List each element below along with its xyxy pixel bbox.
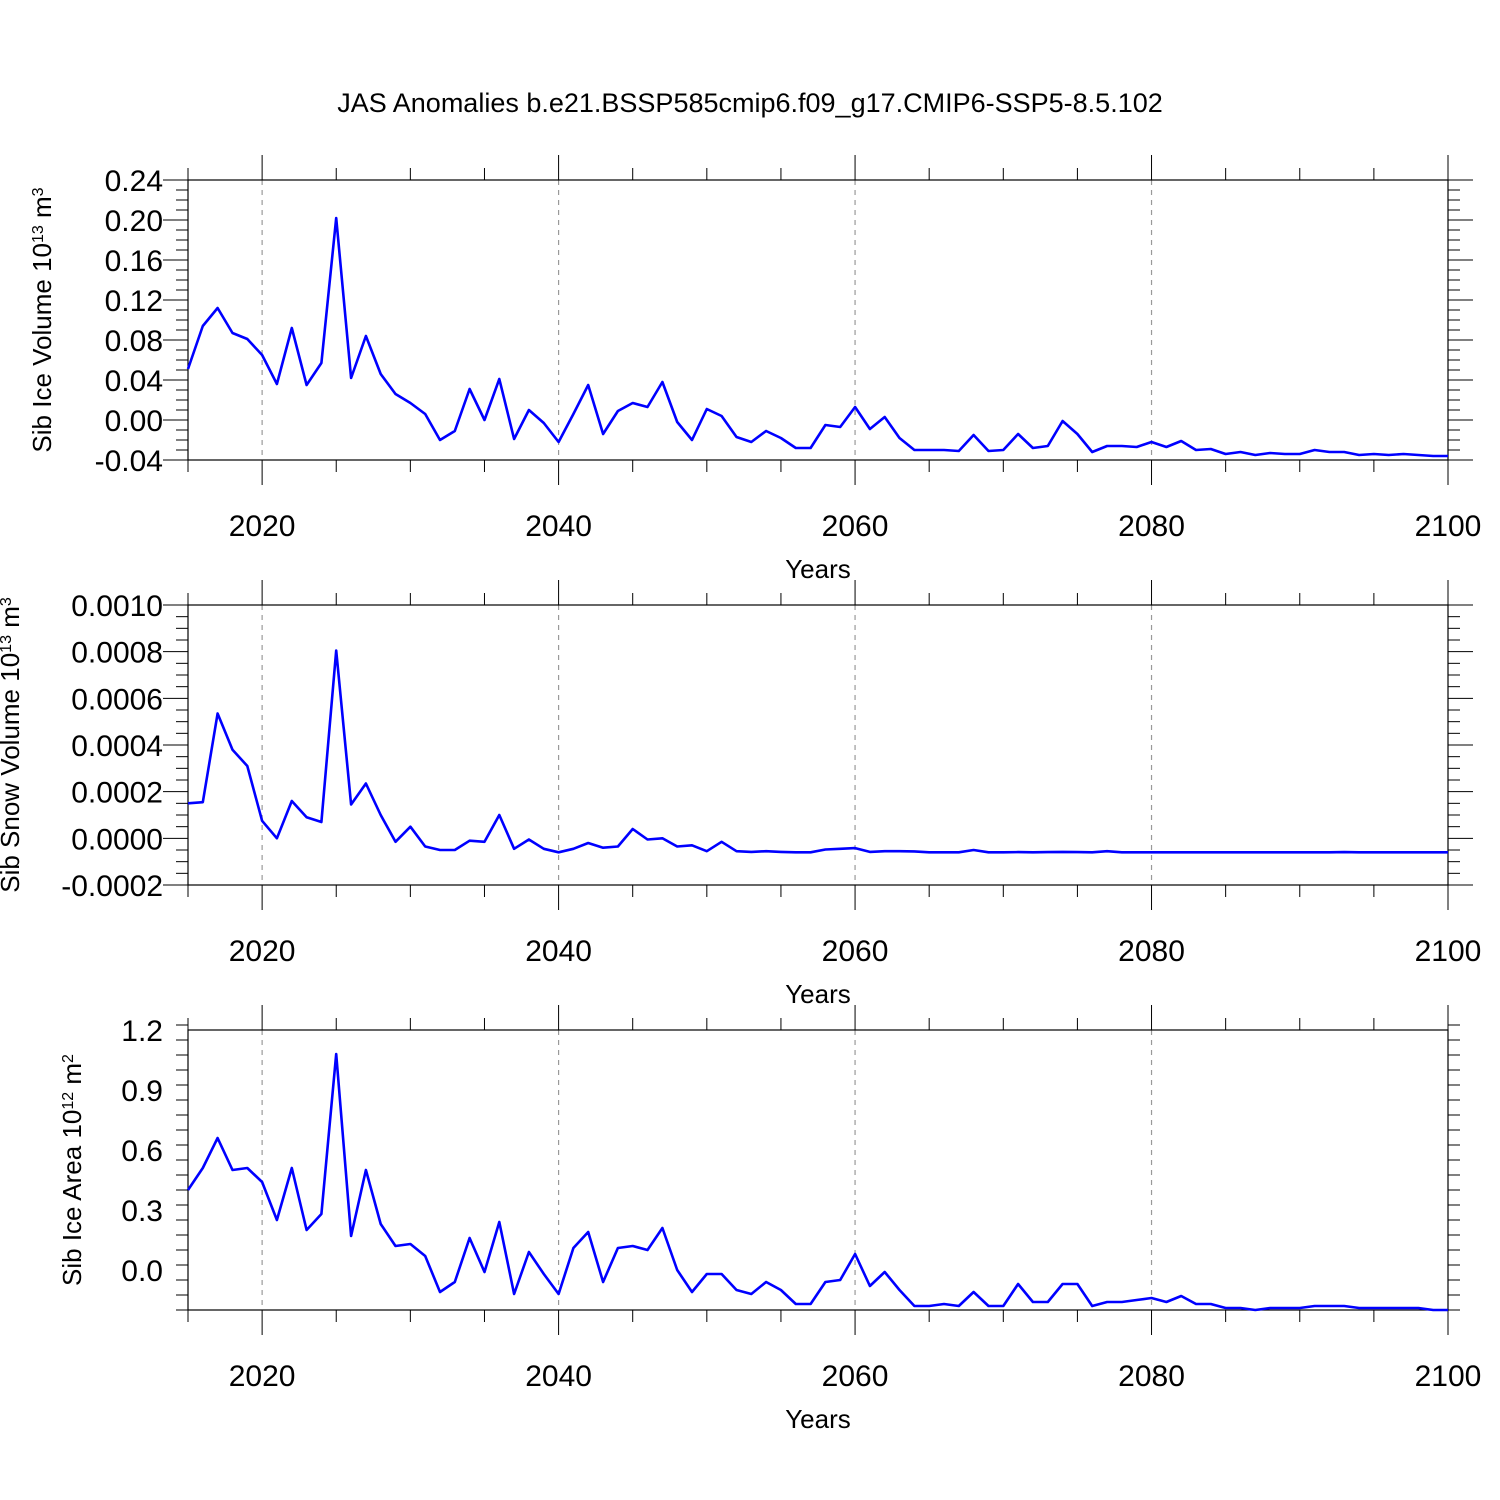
x-tick-label: 2020 — [229, 510, 296, 543]
y-tick-label: 0.16 — [105, 245, 163, 278]
y-tick-label: -0.0002 — [61, 870, 163, 903]
plot-frame — [187, 604, 1449, 886]
panel-1: 2020 2040 2060 2080 2100 Years -0.04 0.00 0.04 0.… — [27, 155, 1481, 584]
y-axis-label: Sib Ice Volume 1013 m3 — [27, 187, 57, 452]
y-axis-label: Sib Ice Area 1012 m2 — [57, 1054, 87, 1286]
y-tick-label: 0.3 — [121, 1195, 163, 1228]
chart-title: JAS Anomalies b.e21.BSSP585cmip6.f09_g17… — [337, 88, 1163, 118]
y-tick-label: 0.20 — [105, 205, 163, 238]
panel-2: 2020 2040 2060 2080 2100 Years -0.0002 0.0000 0.… — [0, 580, 1481, 1009]
y-tick-label: 0.0 — [121, 1255, 163, 1288]
series-line — [187, 649, 1448, 854]
x-tick-label: 2100 — [1415, 1360, 1482, 1393]
y-tick-label: 0.6 — [121, 1135, 163, 1168]
x-tick-label: 2080 — [1118, 510, 1185, 543]
y-tick-label: 0.0006 — [71, 683, 163, 716]
y-tick-label: 0.0002 — [71, 777, 163, 810]
y-tick-label: 0.0008 — [71, 637, 163, 670]
y-tick-label: 0.24 — [105, 165, 163, 198]
x-tick-label: 2100 — [1415, 510, 1482, 543]
y-tick-label: 0.08 — [105, 325, 163, 358]
y-tick-label: 0.0004 — [71, 730, 163, 763]
panel-3: 2020 2040 2060 2080 2100 Years 0.0 0.3 0.6 0.9 1.2… — [57, 1005, 1481, 1434]
x-tick-label: 2040 — [525, 935, 592, 968]
y-axis-label: Sib Snow Volume 1013 m3 — [0, 597, 25, 893]
y-tick-label: 0.04 — [105, 365, 163, 398]
plot-frame — [187, 1029, 1449, 1311]
x-tick-label: 2080 — [1118, 935, 1185, 968]
x-tick-label: 2060 — [822, 935, 889, 968]
x-tick-label: 2060 — [822, 510, 889, 543]
y-tick-label: 0.0010 — [71, 590, 163, 623]
x-tick-label: 2100 — [1415, 935, 1482, 968]
y-tick-label: -0.04 — [95, 445, 163, 478]
y-tick-label: 0.0000 — [71, 823, 163, 856]
x-tick-label: 2060 — [822, 1360, 889, 1393]
y-tick-label: 0.00 — [105, 405, 163, 438]
y-tick-label: 0.9 — [121, 1075, 163, 1108]
x-tick-label: 2040 — [525, 1360, 592, 1393]
x-tick-label: 2020 — [229, 1360, 296, 1393]
x-tick-label: 2040 — [525, 510, 592, 543]
plot-frame — [187, 179, 1449, 461]
x-axis-label: Years — [785, 554, 851, 584]
x-tick-label: 2020 — [229, 935, 296, 968]
y-tick-label: 0.12 — [105, 285, 163, 318]
x-axis-label: Years — [785, 979, 851, 1009]
series-line — [186, 1052, 1448, 1312]
y-tick-label: 1.2 — [121, 1015, 163, 1048]
x-axis-label: Years — [785, 1404, 851, 1434]
series-line — [186, 216, 1448, 458]
x-tick-label: 2080 — [1118, 1360, 1185, 1393]
